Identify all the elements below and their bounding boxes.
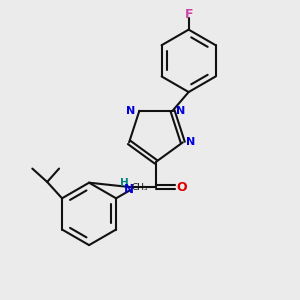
Text: O: O [176,181,187,194]
Text: CH₃: CH₃ [131,183,148,192]
Text: N: N [176,106,185,116]
Text: N: N [126,106,136,116]
Text: F: F [184,8,193,21]
Text: N: N [187,137,196,147]
Text: H: H [120,178,128,188]
Text: N: N [124,183,134,196]
